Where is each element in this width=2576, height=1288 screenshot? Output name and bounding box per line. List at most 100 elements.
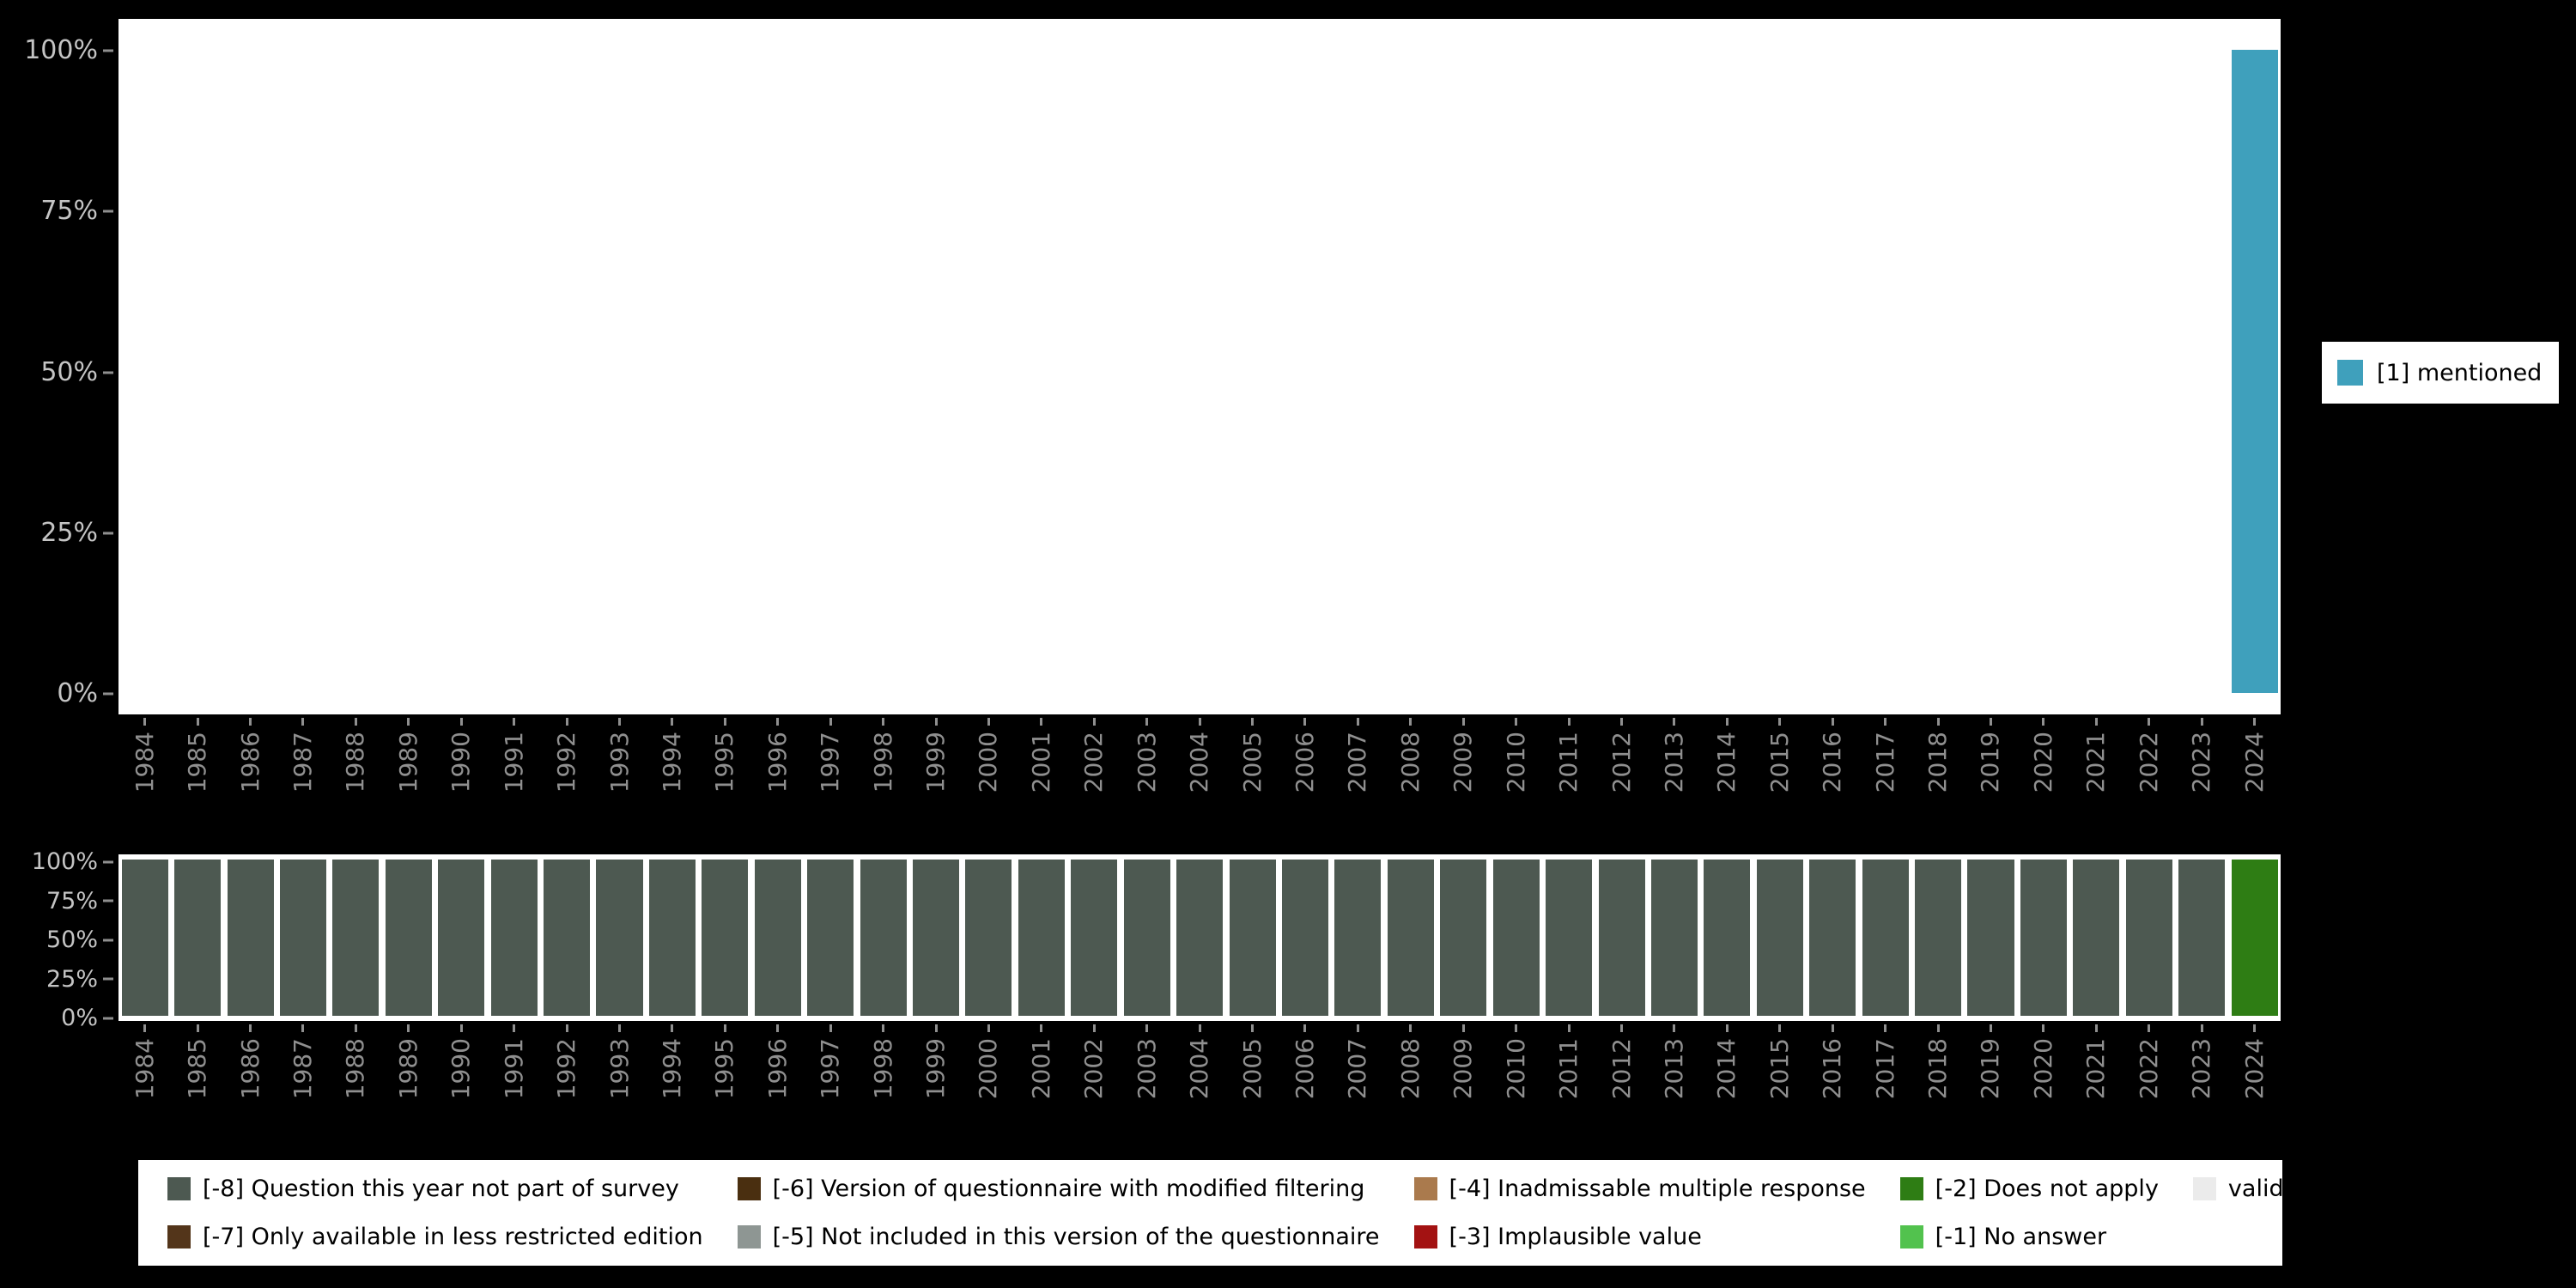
x-slot-2021: 2021	[2070, 1024, 2123, 1121]
x-axis-label-2014: 2014	[1712, 732, 1741, 793]
x-axis-label-2023: 2023	[2187, 732, 2216, 793]
x-axis-label-1989: 1989	[393, 732, 422, 793]
x-axis-label-2006: 2006	[1290, 732, 1319, 793]
bar-slot-1993	[593, 860, 646, 1016]
x-tick-2009	[1461, 1024, 1465, 1032]
x-tick-2020	[2042, 718, 2045, 726]
legend-key-icon	[167, 1177, 191, 1200]
bar-slot-2001	[1015, 50, 1067, 693]
legend-item-label: [-8] Question this year not part of surv…	[203, 1176, 679, 1202]
legend-item-label: [-2] Does not apply	[1935, 1176, 2159, 1202]
x-slot-2005: 2005	[1226, 718, 1279, 814]
x-tick-2013	[1673, 1024, 1676, 1032]
x-slot-2017: 2017	[1859, 1024, 1911, 1121]
x-axis-label-2001: 2001	[1026, 732, 1055, 793]
x-slot-1987: 1987	[276, 718, 329, 814]
x-axis-label-2012: 2012	[1607, 732, 1636, 793]
bar-slot-1984	[118, 50, 171, 693]
x-tick-1993	[618, 718, 621, 726]
bar-1984	[121, 860, 168, 1016]
bar-slot-1995	[699, 860, 751, 1016]
bar-slot-2003	[1121, 860, 1173, 1016]
bar-1991	[490, 860, 538, 1016]
legend-item-label: [-1] No answer	[1935, 1224, 2107, 1250]
x-tick-2010	[1515, 718, 1518, 726]
x-axis-label-2016: 2016	[1818, 1038, 1847, 1100]
x-slot-1984: 1984	[118, 718, 171, 814]
bar-slot-1991	[488, 50, 540, 693]
x-axis-label-1995: 1995	[710, 732, 739, 793]
bar-slot-1998	[857, 860, 909, 1016]
bar-slot-1989	[382, 50, 434, 693]
bar-2005	[1229, 860, 1276, 1016]
x-axis-label-2019: 2019	[1976, 1038, 2005, 1100]
x-slot-1991: 1991	[488, 718, 540, 814]
x-slot-2000: 2000	[963, 1024, 1015, 1121]
bar-slot-2004	[1173, 860, 1225, 1016]
x-axis-label-2009: 2009	[1449, 732, 1478, 793]
x-slot-2017: 2017	[1859, 718, 1911, 814]
x-tick-1985	[196, 718, 199, 726]
bar-slot-2008	[1384, 50, 1437, 693]
bar-1993	[596, 860, 643, 1016]
bar-1997	[807, 860, 854, 1016]
x-axis-label-1999: 1999	[921, 1038, 951, 1100]
x-axis-label-1992: 1992	[552, 1038, 581, 1100]
bar-slot-2005	[1226, 860, 1279, 1016]
x-axis-label-2001: 2001	[1026, 1038, 1055, 1100]
x-tick-2018	[1936, 1024, 1940, 1032]
missing-values-chart-x-axis: 1984 1985 1986 1987 1988 1989 1990 1991 1992 1993…	[118, 1024, 2281, 1121]
x-axis-label-2000: 2000	[974, 1038, 1003, 1100]
missing-values-chart-plot	[118, 860, 2281, 1016]
x-tick-1999	[934, 718, 938, 726]
x-slot-1986: 1986	[224, 1024, 276, 1121]
bar-slot-2016	[1807, 50, 1859, 693]
x-tick-1986	[249, 1024, 252, 1032]
x-tick-1989	[407, 1024, 410, 1032]
x-tick-1997	[829, 718, 832, 726]
x-slot-2002: 2002	[1068, 718, 1121, 814]
bar-slot-2010	[1490, 50, 1542, 693]
bar-slot-1990	[435, 860, 488, 1016]
bar-slot-2015	[1753, 50, 1806, 693]
bar-slot-1995	[699, 50, 751, 693]
x-tick-1992	[565, 718, 568, 726]
legend-item-2: [-4] Inadmissable multiple response	[1413, 1176, 1866, 1202]
x-axis-label-2002: 2002	[1079, 1038, 1109, 1100]
x-tick-1996	[776, 1024, 780, 1032]
x-slot-2022: 2022	[2123, 1024, 2175, 1121]
x-axis-label-1987: 1987	[288, 1038, 317, 1100]
legend-key-icon	[1413, 1177, 1437, 1200]
x-tick-1994	[671, 1024, 674, 1032]
bar-slot-2022	[2123, 50, 2175, 693]
x-slot-2013: 2013	[1648, 718, 1700, 814]
bar-slot-1992	[540, 860, 592, 1016]
x-axis-label-2022: 2022	[2134, 732, 2163, 793]
x-axis-label-2009: 2009	[1449, 1038, 1478, 1100]
y-axis-label-100%: 100%	[0, 38, 118, 64]
x-axis-label-1984: 1984	[130, 732, 159, 793]
bar-1999	[913, 860, 960, 1016]
x-axis-label-2003: 2003	[1132, 1038, 1161, 1100]
x-axis-label-2012: 2012	[1607, 1038, 1636, 1100]
bar-2007	[1334, 860, 1382, 1016]
legend-label-mentioned: [1] mentioned	[2377, 359, 2543, 386]
bar-slot-2013	[1648, 50, 1700, 693]
x-slot-2009: 2009	[1437, 718, 1490, 814]
x-tick-2014	[1725, 718, 1728, 726]
y-axis-label-100%: 100%	[0, 850, 118, 873]
bar-slot-2018	[1911, 50, 1964, 693]
x-axis-label-1997: 1997	[816, 1038, 845, 1100]
x-tick-2015	[1778, 718, 1782, 726]
x-tick-2016	[1831, 718, 1834, 726]
legend-key-icon	[737, 1225, 761, 1249]
bar-slot-1998	[857, 50, 909, 693]
x-slot-2012: 2012	[1595, 1024, 1648, 1121]
legend-item-7: [-3] Implausible value	[1413, 1224, 1866, 1250]
x-tick-2017	[1884, 718, 1887, 726]
x-tick-1998	[882, 1024, 885, 1032]
missing-values-chart-y-axis: 0% 25% 50% 75% 100%	[0, 850, 118, 1030]
x-axis-label-2020: 2020	[2028, 1038, 2057, 1100]
x-tick-2024	[2253, 718, 2257, 726]
x-tick-2003	[1145, 718, 1149, 726]
